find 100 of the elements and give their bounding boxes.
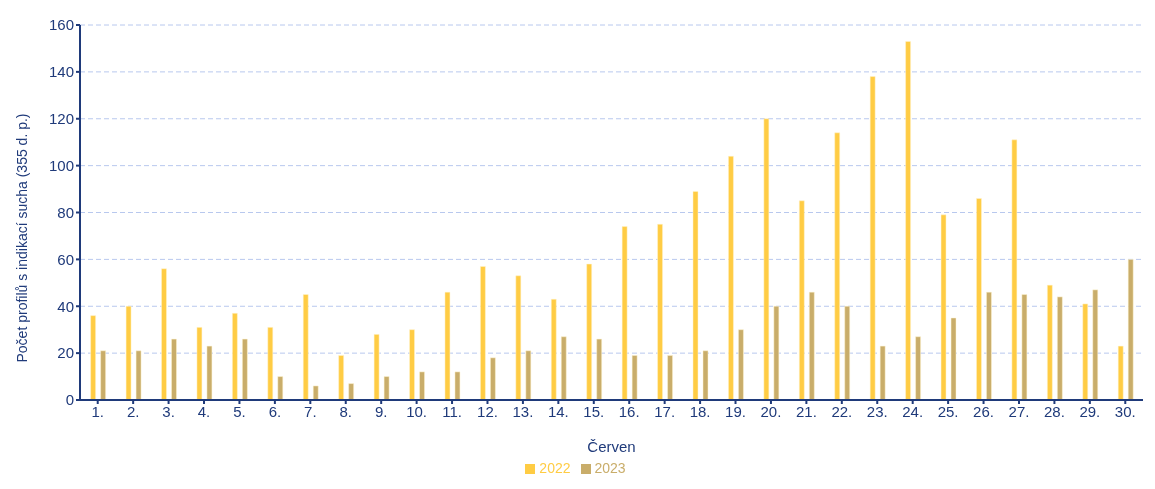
- x-tick-label: 16.: [618, 402, 640, 420]
- bar: [950, 317, 957, 400]
- y-tick-label: 120: [48, 110, 74, 128]
- x-tick-label: 10.: [406, 402, 428, 420]
- bar: [586, 263, 592, 400]
- x-tick-label: 17.: [654, 402, 676, 420]
- y-tick-label: 160: [48, 16, 74, 34]
- bar: [242, 338, 248, 400]
- bar: [277, 376, 284, 400]
- x-tick-label: 7.: [304, 402, 317, 420]
- y-tick-label: 20: [57, 344, 74, 362]
- x-tick-label: 9.: [374, 402, 388, 420]
- bar: [90, 315, 96, 400]
- bar: [1057, 296, 1063, 400]
- x-axis-title: Červen: [587, 438, 636, 455]
- bar: [515, 275, 522, 400]
- bar: [171, 338, 177, 400]
- y-tick-label: 80: [57, 203, 74, 221]
- bar: [135, 350, 142, 400]
- y-axis-title: Počet profilů s indikací sucha (355 d. p.): [13, 113, 30, 363]
- bar: [986, 291, 992, 400]
- bar: [561, 336, 567, 400]
- bar: [596, 338, 602, 400]
- bar: [869, 76, 876, 400]
- bar: [738, 329, 744, 400]
- bar: [631, 355, 638, 400]
- bar: [1011, 139, 1018, 400]
- bar: [1092, 289, 1099, 400]
- bar: [940, 214, 947, 400]
- bar: [1047, 284, 1053, 400]
- bar: [383, 376, 390, 400]
- bar: [444, 291, 451, 400]
- x-tick-label: 25.: [937, 402, 959, 420]
- bar: [728, 156, 734, 400]
- bar: [976, 198, 982, 400]
- x-tick-label: 27.: [1008, 402, 1030, 420]
- bar: [879, 345, 886, 400]
- x-tick-label: 20.: [760, 402, 782, 420]
- x-tick-label: 15.: [583, 402, 605, 420]
- bar: [338, 355, 344, 400]
- x-tick-label: 18.: [689, 402, 711, 420]
- bar: [834, 132, 840, 400]
- y-tick-label: 0: [65, 391, 74, 409]
- bar: [1127, 259, 1134, 400]
- bar: [196, 327, 203, 400]
- bar: [267, 327, 274, 400]
- bar: [100, 350, 106, 400]
- bar: [657, 223, 663, 400]
- bar: [525, 350, 532, 400]
- y-tick-label: 60: [57, 250, 74, 268]
- x-tick-label: 14.: [547, 402, 569, 420]
- bar: [419, 371, 425, 400]
- x-tick-label: 29.: [1079, 402, 1101, 420]
- bar: [799, 200, 805, 400]
- bar: [773, 306, 780, 400]
- y-tick-label: 100: [48, 156, 74, 174]
- bar: [667, 355, 673, 400]
- bar: [480, 266, 486, 400]
- legend-label: 2023: [594, 460, 626, 476]
- x-tick-label: 30.: [1114, 402, 1136, 420]
- y-tick-label: 140: [48, 63, 74, 81]
- x-tick-label: 2.: [126, 402, 140, 420]
- bar: [915, 336, 921, 400]
- x-tick-label: 13.: [512, 402, 534, 420]
- bar: [621, 226, 628, 400]
- bar: [1117, 345, 1124, 400]
- bar: [206, 345, 213, 400]
- bar: [348, 383, 354, 400]
- bar: [809, 291, 815, 400]
- bar: [702, 350, 709, 400]
- x-tick-label: 5.: [233, 402, 246, 420]
- bar: [844, 306, 850, 400]
- x-tick-label: 3.: [162, 402, 175, 420]
- x-tick-label: 21.: [795, 402, 817, 420]
- bar: [232, 313, 238, 400]
- x-tick-label: 23.: [866, 402, 888, 420]
- bar: [312, 385, 319, 400]
- bar: [409, 329, 415, 400]
- bar: [905, 41, 911, 400]
- x-tick-label: 8.: [339, 402, 353, 420]
- x-tick-label: 12.: [477, 402, 498, 420]
- x-tick-label: 19.: [725, 402, 746, 420]
- bar: [490, 357, 496, 400]
- bar: [161, 268, 167, 400]
- bar: [692, 191, 699, 400]
- x-tick-label: 22.: [831, 402, 853, 420]
- bar: [302, 294, 309, 400]
- x-tick-label: 11.: [442, 402, 462, 420]
- legend-label: 2022: [539, 460, 571, 476]
- bar: [373, 334, 380, 400]
- x-tick-label: 1.: [91, 402, 104, 420]
- bar: [1021, 294, 1028, 400]
- bar: [763, 118, 770, 400]
- bar: [454, 371, 461, 400]
- y-tick-label: 40: [57, 297, 74, 315]
- bar: [1082, 303, 1089, 400]
- x-tick-label: 26.: [973, 402, 994, 420]
- x-tick-label: 28.: [1043, 402, 1065, 420]
- x-tick-label: 24.: [902, 402, 924, 420]
- x-tick-label: 4.: [197, 402, 211, 420]
